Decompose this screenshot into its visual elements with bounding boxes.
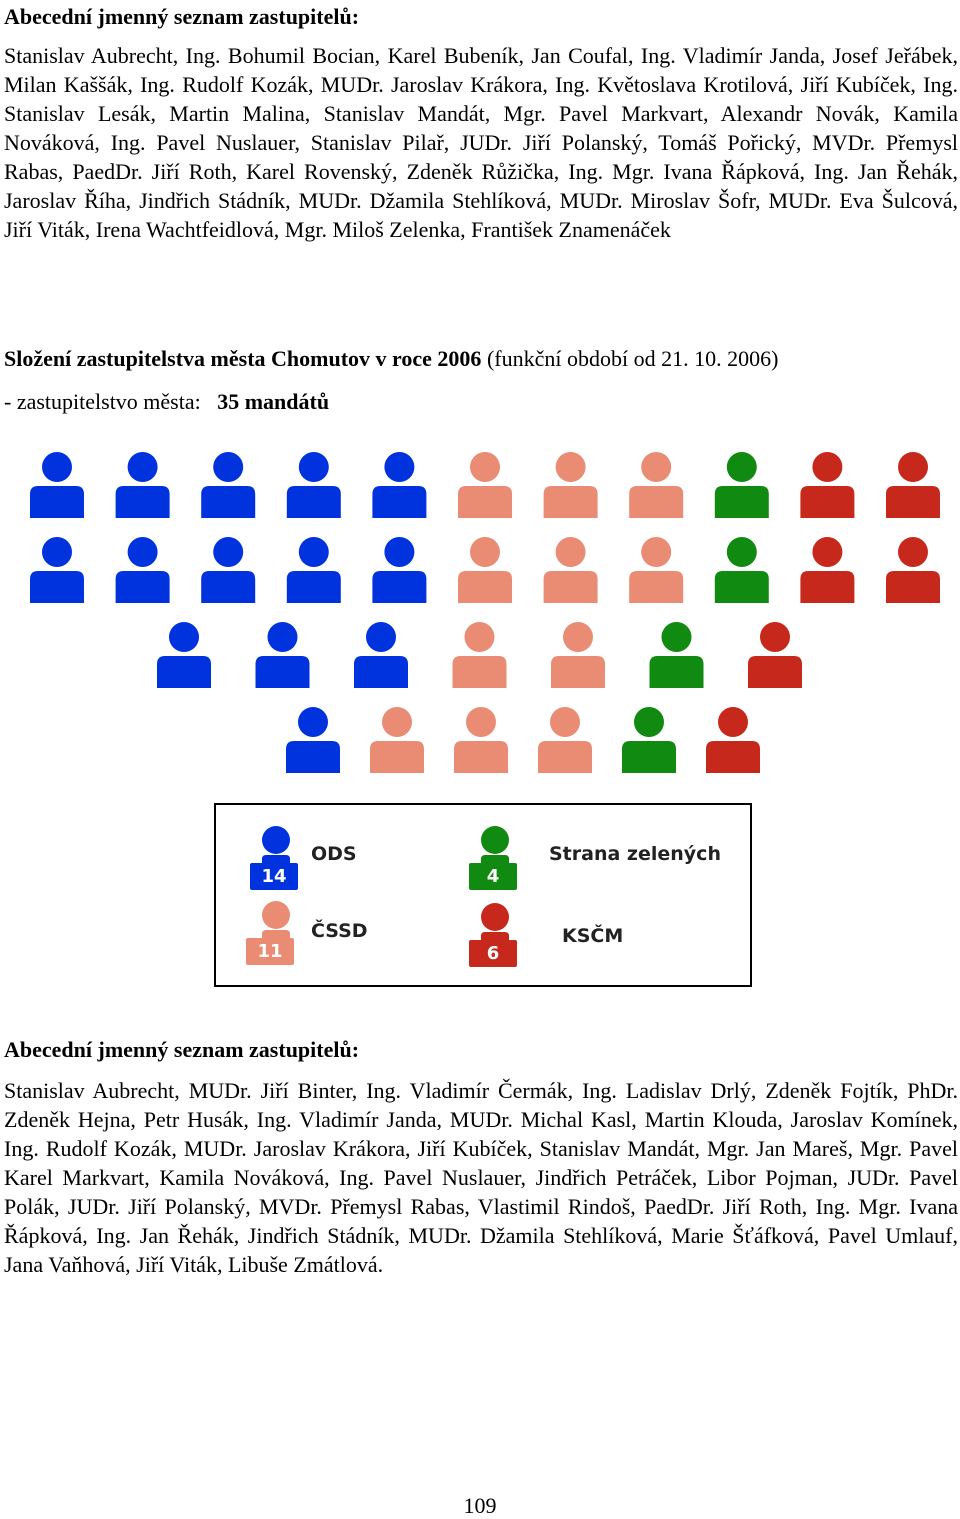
seat-kscm-person-icon bbox=[706, 707, 760, 773]
seat-ods-person-icon bbox=[354, 622, 408, 688]
cssd-label: ČSSD bbox=[311, 920, 368, 942]
kscm-label: KSČM bbox=[562, 925, 624, 947]
heading-1: Abecední jmenný seznam zastupitelů: bbox=[4, 4, 360, 29]
seat-kscm-person-icon bbox=[748, 622, 802, 688]
seat-kscm-person-icon bbox=[800, 537, 855, 603]
names-paragraph-1: Stanislav Aubrecht, Ing. Bohumil Bocian,… bbox=[4, 43, 958, 242]
seat-ods-person-icon bbox=[201, 452, 256, 518]
seat-cssd-person-icon bbox=[454, 707, 508, 773]
seat-ods-person-icon bbox=[255, 622, 310, 688]
seat-cssd-person-icon bbox=[458, 537, 512, 603]
seat-ods-person-icon bbox=[157, 622, 211, 688]
seat-ods-person-icon bbox=[286, 537, 341, 603]
council-value: 35 mandátů bbox=[217, 389, 330, 414]
cssd-seat-count: 11 bbox=[246, 938, 294, 965]
seat-ods-person-icon bbox=[201, 537, 256, 603]
kscm-person-icon bbox=[481, 903, 509, 942]
seat-kscm-person-icon bbox=[800, 452, 855, 518]
legend: 14 ODS 4 Strana zelených 11 ČSSD 6 KSČM bbox=[214, 803, 752, 987]
council-line: - zastupitelstvo města: 35 mandátů bbox=[4, 389, 329, 415]
seat-ods-person-icon bbox=[30, 452, 84, 518]
seat-strana-zelenych-person-icon bbox=[714, 452, 769, 518]
ods-person-icon bbox=[262, 826, 290, 865]
seat-cssd-person-icon bbox=[452, 622, 507, 688]
page-number: 109 bbox=[463, 1493, 497, 1518]
composition-title: Složení zastupitelstva města Chomutov v … bbox=[4, 346, 778, 372]
green-label: Strana zelených bbox=[549, 843, 721, 865]
composition-title-rest: (funkční období od 21. 10. 2006) bbox=[481, 346, 779, 371]
ods-label: ODS bbox=[311, 843, 357, 865]
seat-cssd-person-icon bbox=[629, 452, 684, 518]
seat-ods-person-icon bbox=[115, 537, 170, 603]
seat-ods-person-icon bbox=[115, 452, 170, 518]
seat-strana-zelenych-person-icon bbox=[649, 622, 704, 688]
seat-ods-person-icon bbox=[30, 537, 84, 603]
seat-kscm-person-icon bbox=[886, 452, 940, 518]
seat-strana-zelenych-person-icon bbox=[714, 537, 769, 603]
green-person-icon bbox=[481, 826, 509, 865]
seat-cssd-person-icon bbox=[543, 452, 598, 518]
seat-ods-person-icon bbox=[286, 452, 341, 518]
ods-seat-count: 14 bbox=[250, 863, 298, 890]
kscm-seat-count: 6 bbox=[469, 940, 517, 967]
seat-cssd-person-icon bbox=[370, 707, 424, 773]
seat-cssd-person-icon bbox=[543, 537, 598, 603]
council-label: - zastupitelstvo města: bbox=[4, 389, 218, 414]
seat-ods-person-icon bbox=[286, 707, 340, 773]
green-seat-count: 4 bbox=[469, 863, 517, 890]
seat-ods-person-icon bbox=[372, 452, 427, 518]
seat-cssd-person-icon bbox=[551, 622, 605, 688]
cssd-person-icon bbox=[262, 901, 290, 940]
seat-cssd-person-icon bbox=[629, 537, 684, 603]
heading-2: Abecední jmenný seznam zastupitelů: bbox=[4, 1037, 360, 1062]
seat-ods-person-icon bbox=[372, 537, 427, 603]
seat-diagram bbox=[30, 452, 940, 773]
seat-cssd-person-icon bbox=[538, 707, 592, 773]
seat-cssd-person-icon bbox=[458, 452, 512, 518]
composition-title-bold: Složení zastupitelstva města Chomutov v … bbox=[4, 346, 482, 371]
seat-strana-zelenych-person-icon bbox=[622, 707, 676, 773]
seat-kscm-person-icon bbox=[886, 537, 940, 603]
names-paragraph-2: Stanislav Aubrecht, MUDr. Jiří Binter, I… bbox=[4, 1078, 958, 1277]
